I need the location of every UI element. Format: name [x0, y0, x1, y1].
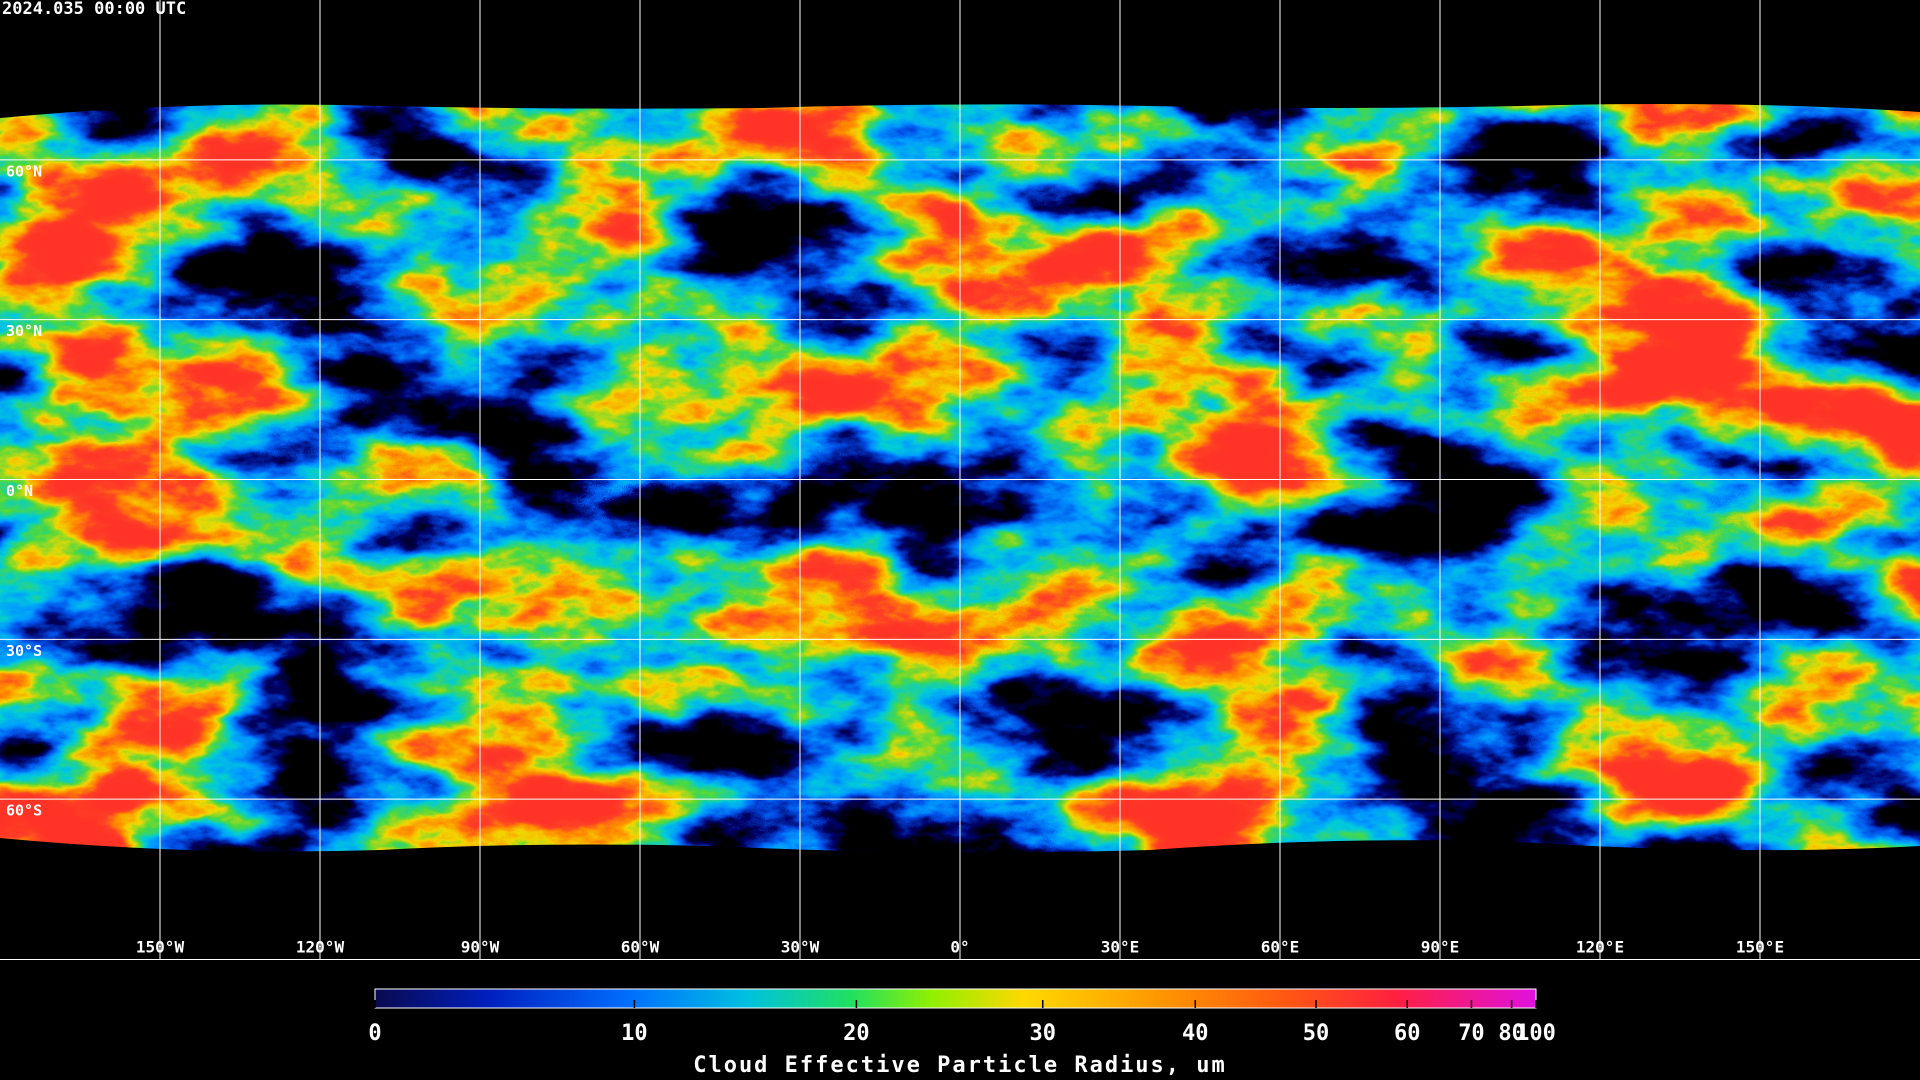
longitude-label: 90°E: [1421, 938, 1460, 957]
colorbar-tick-label: 10: [621, 1021, 648, 1046]
longitude-label: 0°: [950, 938, 969, 957]
longitude-label: 30°E: [1101, 938, 1140, 957]
longitude-label: 120°W: [296, 938, 345, 957]
colorbar-tick-label: 20: [843, 1021, 870, 1046]
latitude-label: 0°N: [6, 482, 33, 500]
colorbar-title: Cloud Effective Particle Radius, um: [693, 1053, 1227, 1078]
colorbar-tick-label: 100: [1516, 1021, 1556, 1046]
timestamp: 2024.035 00:00 UTC: [2, 0, 186, 19]
colorbar: [374, 988, 1537, 1009]
map-frame: [0, 959, 1920, 960]
colorbar-tick-label: 30: [1029, 1021, 1056, 1046]
graticule: [0, 0, 1920, 959]
latitude-label: 30°S: [6, 642, 42, 660]
map-labels: 60°N 30°N 0°N 30°S 60°S 150°W 120°W 90°W 60°W 30°…: [6, 162, 1784, 956]
longitude-label: 150°E: [1736, 938, 1784, 957]
latitude-label: 60°N: [6, 162, 42, 180]
colorbar-tick-label: 0: [368, 1021, 381, 1046]
colorbar-tick-label: 60: [1394, 1021, 1421, 1046]
colorbar-tick-label: 50: [1303, 1021, 1330, 1046]
latitude-label: 60°S: [6, 802, 42, 820]
longitude-label: 30°W: [781, 938, 820, 957]
longitude-label: 90°W: [461, 938, 500, 957]
colorbar-tick-label: 40: [1182, 1021, 1209, 1046]
longitude-label: 60°W: [621, 938, 660, 957]
colorbar-tick-label: 70: [1458, 1021, 1485, 1046]
longitude-label: 150°W: [136, 938, 185, 957]
longitude-label: 60°E: [1261, 938, 1300, 957]
longitude-label: 120°E: [1576, 938, 1624, 957]
latitude-label: 30°N: [6, 322, 42, 340]
colorbar-tick-label: 80: [1498, 1021, 1525, 1046]
